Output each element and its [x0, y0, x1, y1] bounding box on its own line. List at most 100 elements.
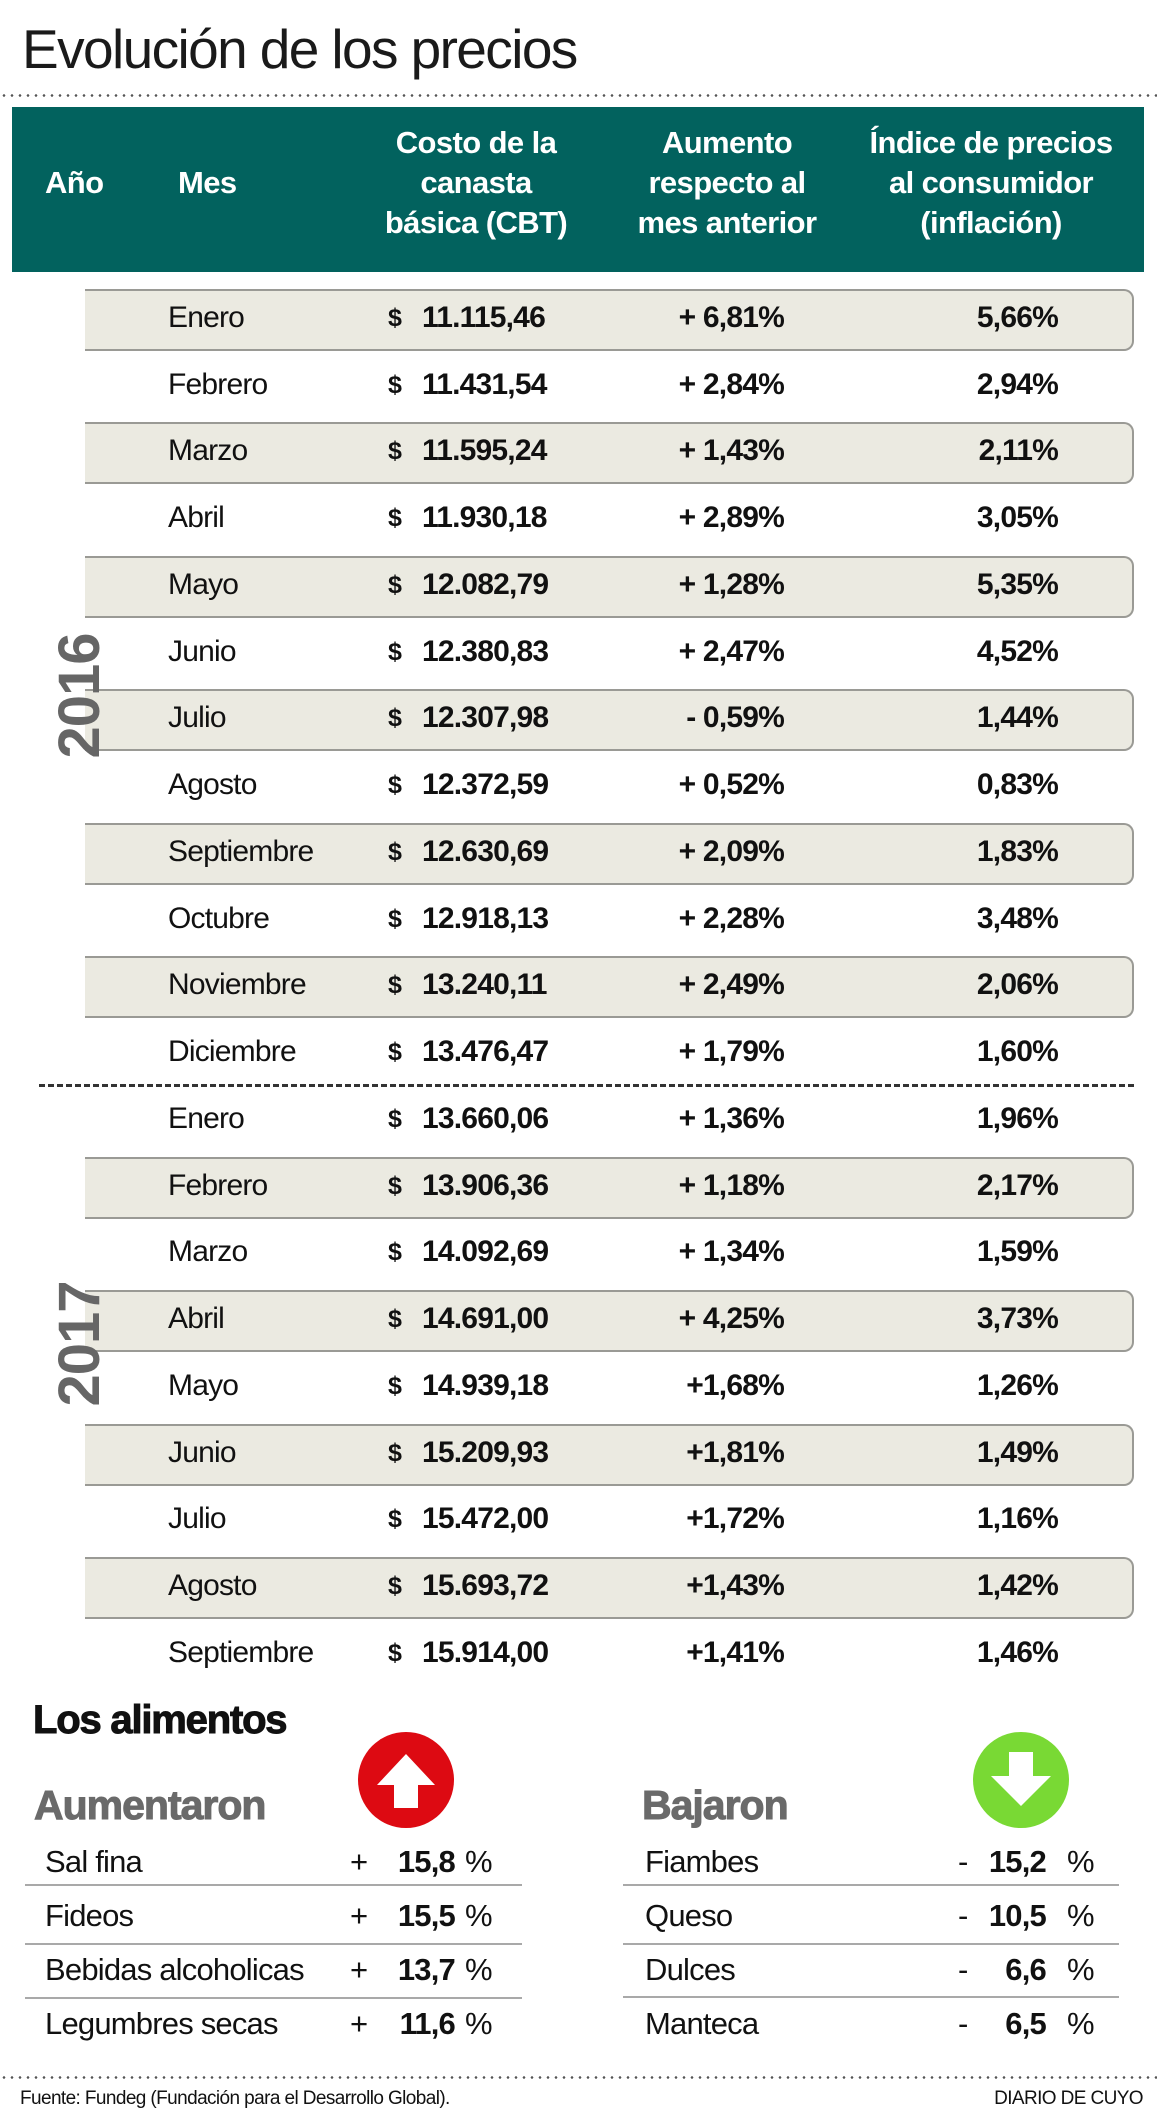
cpi-cell: 5,66% — [976, 301, 1059, 334]
month-cell: Mayo — [168, 1368, 239, 1402]
header-increase-line: Aumento — [661, 125, 793, 160]
month-cell: Febrero — [168, 1168, 268, 1202]
increase-cell: + 2,09% — [678, 834, 785, 868]
cpi-cell: 1,44% — [976, 701, 1059, 735]
increase-cell: +1,72% — [686, 1502, 785, 1536]
month-cell: Enero — [168, 1102, 245, 1135]
cpi-cell: 1,49% — [976, 1435, 1059, 1469]
increase-cell: +1,68% — [686, 1368, 785, 1402]
arrow-up-icon — [377, 1754, 435, 1808]
table-row: Enero $11.115,46 + 6,81% 5,66% — [85, 289, 1134, 351]
currency-symbol: $ — [388, 1171, 402, 1200]
cpi-cell: 2,94% — [976, 367, 1059, 401]
list-divider — [25, 1943, 522, 1945]
page-title: Evolución de los precios — [22, 18, 578, 80]
cbt-cell: 12.630,69 — [422, 834, 549, 868]
title-divider — [0, 94, 1157, 97]
currency-symbol: $ — [388, 1238, 402, 1267]
header-increase-line: mes anterior — [637, 205, 817, 240]
month-cell: Abril — [168, 501, 225, 535]
month-cell: Septiembre — [168, 1635, 314, 1669]
currency-symbol: $ — [388, 437, 402, 466]
decreased-list: Fiambes -15,2% Queso -10,5% Dulces -6,6% Mante… — [623, 1835, 1119, 2055]
month-cell: Marzo — [168, 434, 248, 468]
cpi-cell: 4,52% — [976, 634, 1059, 668]
cpi-cell: 1,96% — [976, 1102, 1059, 1135]
cpi-cell: 1,60% — [976, 1035, 1059, 1069]
increase-cell: + 1,36% — [678, 1102, 785, 1135]
food-unit: % — [1067, 1844, 1095, 1879]
currency-symbol: $ — [388, 1038, 402, 1067]
table-row: Agosto $12.372,59 + 0,52% 0,83% — [85, 756, 1134, 818]
month-cell: Agosto — [168, 768, 257, 802]
cbt-cell: 15.472,00 — [422, 1502, 549, 1536]
cbt-cell: 13.476,47 — [422, 1035, 549, 1069]
arrow-down-circle-icon — [973, 1732, 1069, 1828]
table-row: Noviembre $13.240,11 + 2,49% 2,06% — [85, 956, 1134, 1019]
increase-cell: + 2,89% — [678, 501, 785, 535]
cbt-cell: 14.939,18 — [422, 1368, 549, 1402]
arrow-down-icon — [991, 1752, 1051, 1806]
increase-cell: +1,43% — [686, 1569, 785, 1603]
food-item: Fideos +15,5% — [25, 1889, 522, 1943]
cbt-cell: 13.660,06 — [422, 1102, 549, 1135]
currency-symbol: $ — [388, 1105, 402, 1133]
header-cbt-line: básica (CBT) — [384, 205, 568, 240]
increase-cell: + 0,52% — [678, 768, 785, 802]
food-sign: - — [958, 2006, 968, 2041]
header-increase-line: respecto al — [648, 165, 806, 200]
cbt-cell: 15.914,00 — [422, 1635, 549, 1669]
currency-symbol: $ — [388, 504, 402, 533]
food-item: Bebidas alcoholicas +13,7% — [25, 1943, 522, 1997]
cbt-cell: 11.431,54 — [422, 367, 547, 401]
food-value: 10,5 — [988, 1898, 1047, 1933]
list-divider — [623, 1996, 1119, 1998]
currency-symbol: $ — [388, 837, 402, 866]
table-row: Diciembre $13.476,47 + 1,79% 1,60% — [85, 1023, 1134, 1085]
month-cell: Agosto — [168, 1569, 257, 1603]
decreased-heading: Bajaron — [642, 1782, 790, 1829]
table-row: Agosto $15.693,72 +1,43% 1,42% — [85, 1557, 1134, 1620]
currency-symbol: $ — [388, 771, 402, 800]
food-item: Manteca - 6,5% — [623, 1997, 1119, 2051]
footer-divider — [0, 2076, 1157, 2079]
increase-cell: - 0,59% — [686, 701, 785, 735]
table-row: Enero $13.660,06 + 1,36% 1,96% — [85, 1090, 1134, 1152]
cpi-cell: 1,42% — [976, 1569, 1059, 1603]
food-sign: + — [350, 1952, 368, 1987]
table-header: Año Mes Costo de la canasta básica (CBT)… — [12, 107, 1144, 272]
increased-list: Sal fina +15,8% Fideos +15,5% Bebidas alcoho… — [25, 1835, 522, 2055]
table-row: Julio $12.307,98 - 0,59% 1,44% — [85, 689, 1134, 752]
increase-cell: + 1,34% — [678, 1235, 785, 1269]
cbt-cell: 15.209,93 — [422, 1435, 549, 1469]
currency-symbol: $ — [388, 370, 402, 399]
source-note: Fuente: Fundeg (Fundación para el Desarr… — [20, 2088, 450, 2109]
cpi-cell: 3,05% — [976, 501, 1059, 535]
increase-cell: + 1,43% — [678, 434, 785, 468]
increase-cell: + 1,79% — [678, 1035, 785, 1069]
food-sign: - — [958, 1952, 968, 1987]
food-name: Queso — [645, 1898, 733, 1933]
currency-symbol: $ — [388, 971, 402, 1000]
table-row: Mayo $14.939,18 +1,68% 1,26% — [85, 1357, 1134, 1419]
food-item: Sal fina +15,8% — [25, 1835, 522, 1889]
cbt-cell: 14.691,00 — [422, 1302, 549, 1336]
year-divider — [39, 1084, 1134, 1087]
food-value: 6,5 — [1005, 2006, 1047, 2041]
cpi-cell: 0,83% — [976, 768, 1059, 802]
currency-symbol: $ — [388, 1505, 402, 1534]
food-unit: % — [1067, 1898, 1095, 1933]
cpi-cell: 3,48% — [976, 901, 1059, 935]
list-divider — [25, 1997, 522, 1999]
currency-symbol: $ — [388, 570, 402, 599]
month-cell: Septiembre — [168, 834, 314, 868]
cpi-cell: 1,83% — [976, 834, 1059, 868]
table-row: Julio $15.472,00 +1,72% 1,16% — [85, 1490, 1134, 1552]
cbt-cell: 12.380,83 — [422, 634, 549, 668]
table-row: Mayo $12.082,79 + 1,28% 5,35% — [85, 555, 1134, 618]
month-cell: Mayo — [168, 567, 239, 601]
month-cell: Junio — [168, 634, 237, 668]
cbt-cell: 12.307,98 — [422, 701, 549, 735]
food-sign: + — [350, 1844, 368, 1879]
header-month: Mes — [178, 165, 237, 200]
